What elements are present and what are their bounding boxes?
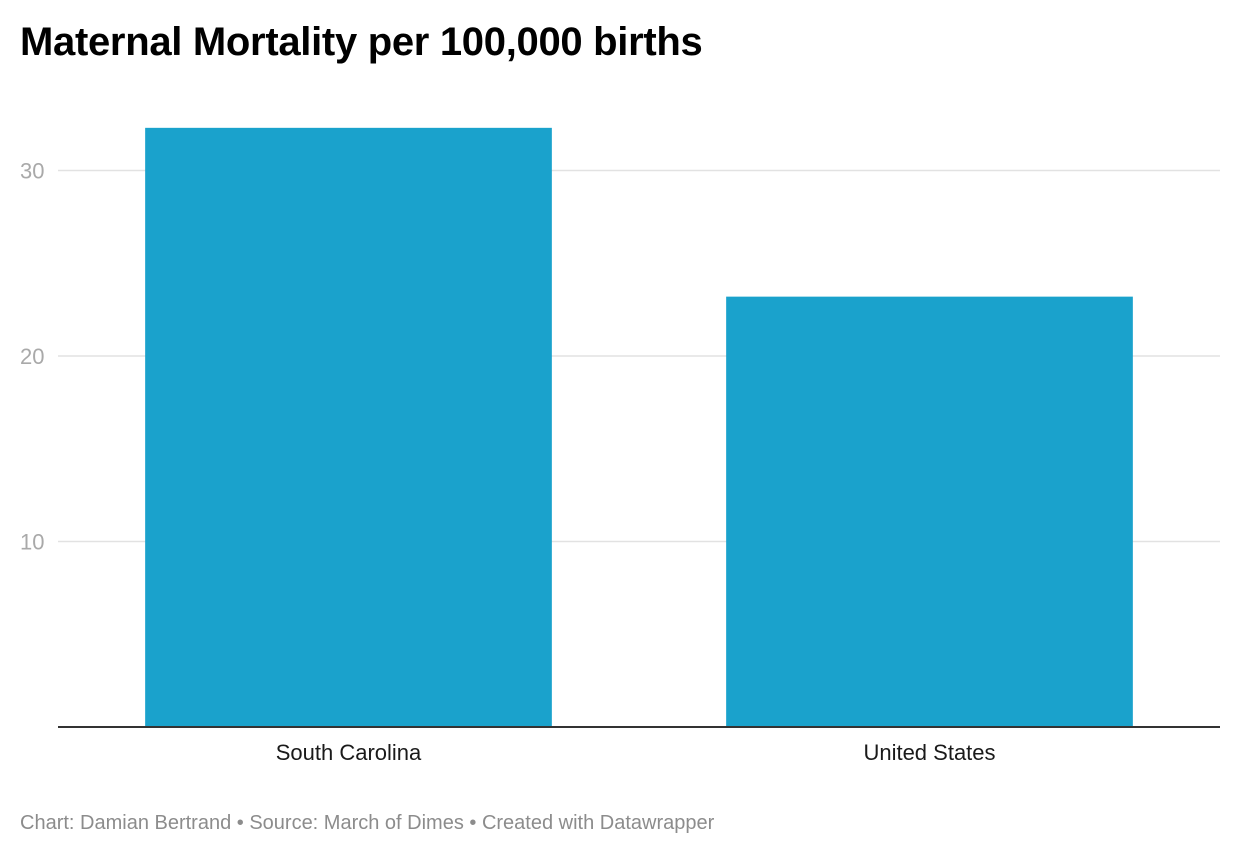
y-tick-label: 20 — [20, 344, 44, 369]
bar-chart: 10 20 30 South Carolina United States — [20, 127, 1220, 765]
chart-title: Maternal Mortality per 100,000 births — [20, 20, 703, 64]
x-category-label: United States — [863, 740, 995, 765]
x-category-label: South Carolina — [276, 740, 422, 765]
bars — [145, 127, 1133, 727]
x-axis-categories: South Carolina United States — [276, 740, 996, 765]
y-axis-ticks: 10 20 30 — [20, 159, 44, 555]
y-tick-label: 30 — [20, 159, 44, 184]
y-tick-label: 10 — [20, 530, 44, 555]
bar — [726, 296, 1133, 727]
bar — [145, 127, 552, 727]
chart-credits: Chart: Damian Bertrand • Source: March o… — [20, 812, 715, 834]
